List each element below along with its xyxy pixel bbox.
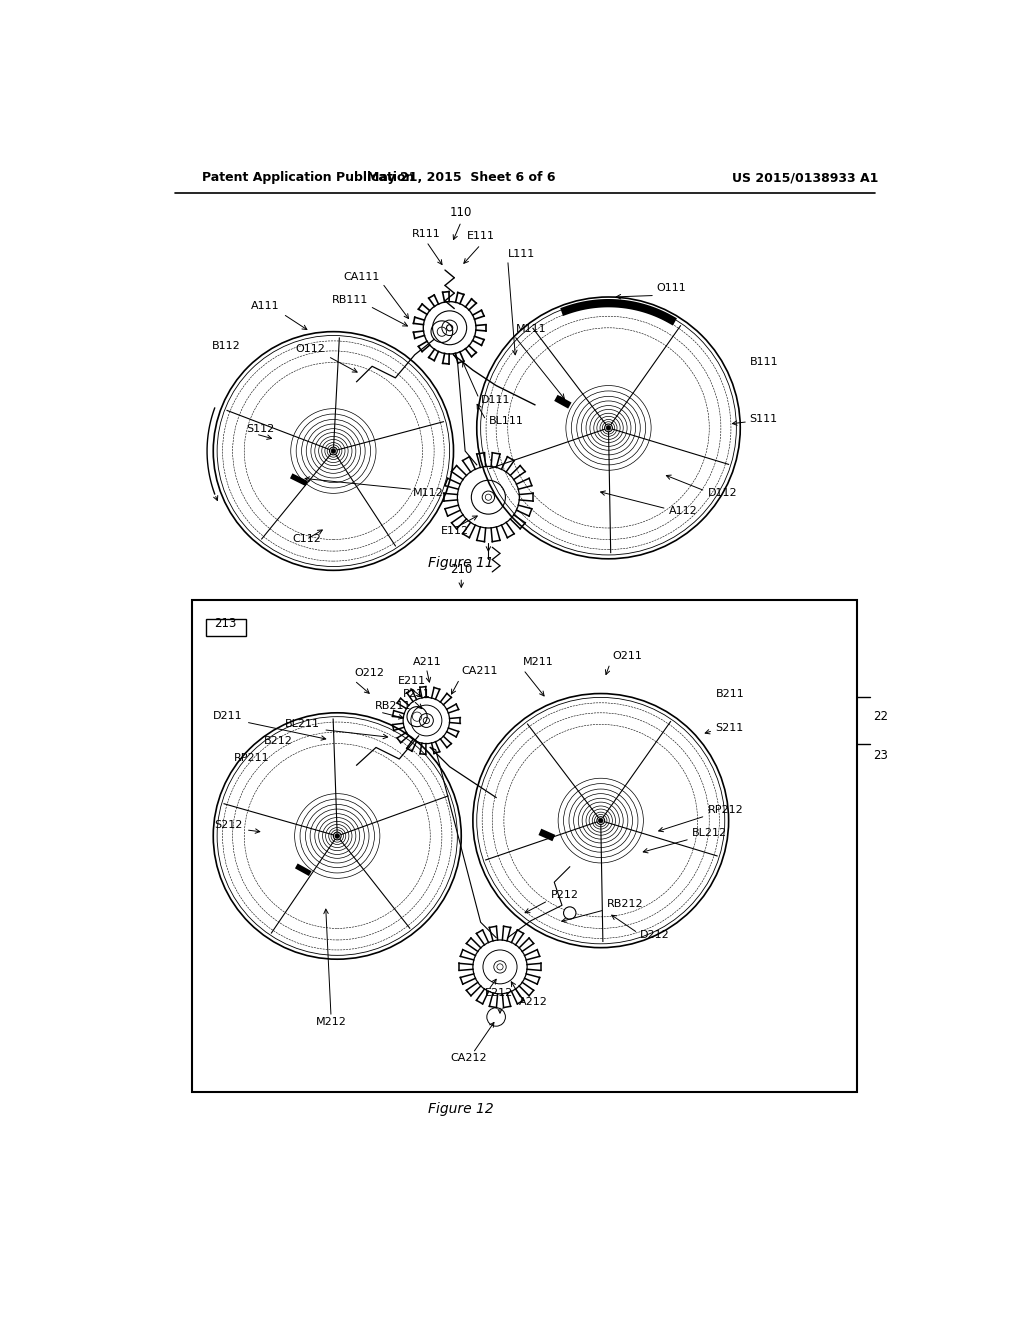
Text: US 2015/0138933 A1: US 2015/0138933 A1 [732, 172, 879, 185]
Text: O211: O211 [612, 651, 642, 661]
Text: RB212: RB212 [607, 899, 643, 909]
Text: O112: O112 [296, 345, 326, 355]
Text: S111: S111 [750, 413, 777, 424]
Text: A112: A112 [669, 506, 697, 516]
Text: 110: 110 [451, 206, 472, 219]
Text: CA211: CA211 [461, 667, 498, 676]
Text: S212: S212 [214, 820, 243, 830]
Text: Patent Application Publication: Patent Application Publication [202, 172, 414, 185]
Bar [191, 601, 856, 1092]
Text: RP212: RP212 [708, 805, 743, 814]
Text: RB111: RB111 [332, 296, 369, 305]
Text: O111: O111 [656, 282, 686, 293]
Text: 213: 213 [214, 618, 237, 631]
Text: D212: D212 [640, 929, 670, 940]
Text: Figure 12: Figure 12 [428, 1102, 495, 1117]
Circle shape [497, 964, 503, 970]
Circle shape [446, 325, 453, 331]
Text: D211: D211 [213, 711, 243, 721]
Circle shape [423, 718, 429, 723]
Circle shape [606, 425, 611, 430]
Text: RP211: RP211 [233, 754, 269, 763]
Text: O212: O212 [354, 668, 384, 678]
Circle shape [604, 424, 612, 432]
Text: M212: M212 [315, 1016, 346, 1027]
Text: B111: B111 [750, 356, 778, 367]
Text: A111: A111 [251, 301, 280, 310]
Text: E111: E111 [467, 231, 495, 242]
Text: S211: S211 [716, 722, 743, 733]
Text: 210: 210 [451, 562, 472, 576]
Circle shape [597, 817, 604, 825]
Text: A212: A212 [519, 998, 548, 1007]
Text: L111: L111 [508, 249, 535, 259]
Text: B112: B112 [212, 342, 241, 351]
Text: E211: E211 [397, 676, 426, 685]
Circle shape [335, 834, 340, 838]
Text: M211: M211 [523, 657, 554, 667]
Text: E112: E112 [441, 527, 469, 536]
Bar [206, 619, 246, 636]
Text: D112: D112 [708, 487, 737, 498]
Text: C112: C112 [292, 533, 322, 544]
Circle shape [334, 832, 341, 840]
Text: E212: E212 [484, 989, 513, 998]
Text: P212: P212 [550, 890, 579, 900]
Text: M111: M111 [515, 323, 546, 334]
Text: D111: D111 [480, 395, 510, 405]
Text: B212: B212 [263, 735, 292, 746]
Text: R111: R111 [412, 228, 440, 239]
Text: BL211: BL211 [286, 718, 321, 729]
Text: M112: M112 [414, 487, 444, 498]
Text: 23: 23 [873, 748, 889, 762]
Text: CA212: CA212 [451, 1053, 487, 1063]
Circle shape [331, 449, 336, 453]
Text: BL111: BL111 [488, 416, 523, 426]
Circle shape [485, 494, 492, 500]
Text: 22: 22 [873, 710, 889, 723]
Text: S112: S112 [246, 424, 274, 434]
Circle shape [598, 818, 603, 822]
Circle shape [563, 907, 575, 919]
Text: BL212: BL212 [692, 828, 727, 838]
Text: B211: B211 [716, 689, 744, 700]
Text: CA111: CA111 [343, 272, 380, 282]
Text: RB211: RB211 [375, 701, 411, 711]
Text: P211: P211 [403, 689, 431, 700]
Text: May 21, 2015  Sheet 6 of 6: May 21, 2015 Sheet 6 of 6 [367, 172, 555, 185]
Text: Figure 11: Figure 11 [428, 556, 495, 569]
Text: A211: A211 [413, 657, 441, 667]
Circle shape [330, 447, 337, 455]
